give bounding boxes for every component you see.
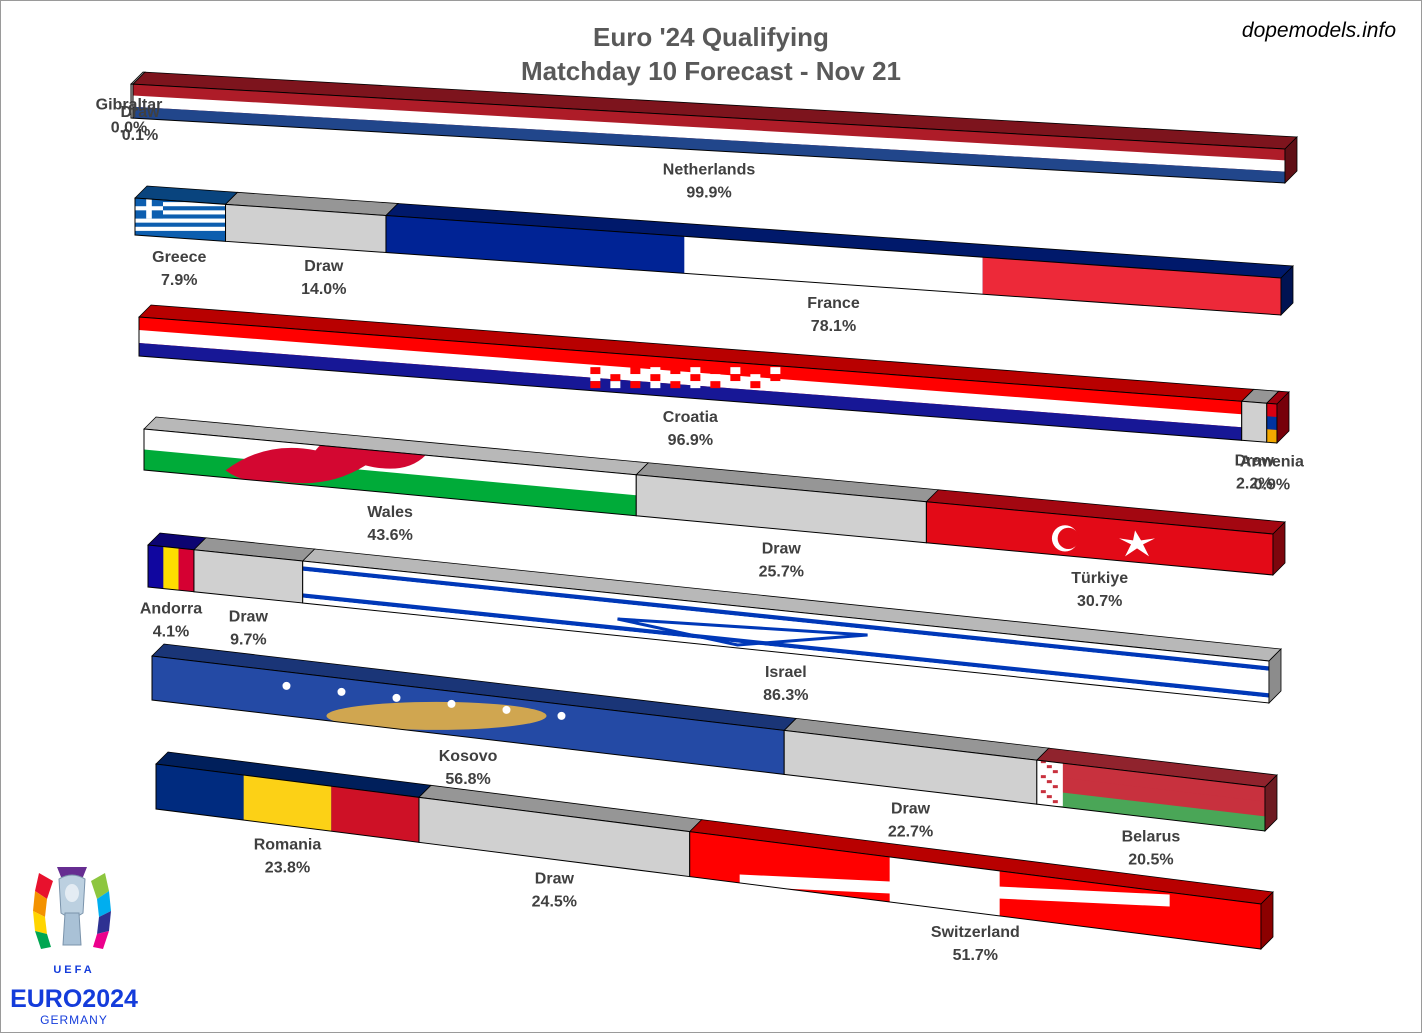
draw-label: Draw [891,800,931,817]
draw-segment [418,784,703,878]
logo-word: EURO2024 [10,985,138,1013]
away-pct-label: 20.5% [1128,852,1173,869]
home-team-label: Greece [152,249,206,266]
labels-layer: Gibraltar0.0%Draw0.1%Netherlands99.9%Gre… [96,97,1304,964]
match-bar [138,304,1290,444]
home-team-label: Kosovo [439,748,498,765]
home-segment [147,532,207,593]
home-pct-label: 56.8% [445,771,490,788]
home-segment [138,304,1255,441]
away-segment [688,819,1274,950]
home-segment [155,751,432,843]
home-segment [143,416,650,517]
home-team-label: Andorra [140,600,202,617]
home-segment [151,643,798,775]
away-pct-label: 86.3% [763,687,808,704]
match-bar [130,71,1298,184]
draw-pct-label: 22.7% [888,823,933,840]
draw-pct-label: 25.7% [759,563,804,580]
draw-segment [193,537,316,604]
home-pct-label: 4.1% [153,623,189,640]
draw-label: Draw [304,258,344,275]
away-segment [1265,390,1290,444]
away-team-label: Netherlands [663,162,756,179]
draw-label: Draw [229,608,269,625]
away-segment [301,548,1282,704]
home-pct-label: 43.6% [367,527,412,544]
away-pct-label: 30.7% [1077,593,1122,610]
draw-pct-label: 9.7% [230,631,266,648]
home-team-label: Gibraltar [96,97,163,114]
away-segment [1035,747,1278,832]
match-bar [134,185,1294,316]
home-team-label: Croatia [663,409,718,426]
away-team-label: Türkiye [1071,570,1128,587]
watermark: dopemodels.info [1242,19,1396,42]
draw-label: Draw [1235,452,1275,469]
chart-subtitle: Matchday 10 Forecast - Nov 21 [521,56,901,86]
chart-title: Euro '24 Qualifying [593,22,829,52]
draw-segment [1240,388,1280,443]
draw-pct-label: 14.0% [301,281,346,298]
match-bar [147,532,1282,704]
away-pct-label: 51.7% [953,947,998,964]
match-bar [151,643,1278,832]
home-pct-label: 7.9% [161,272,197,289]
draw-segment [783,717,1050,805]
away-team-label: France [807,295,860,312]
bars-layer [130,71,1298,950]
draw-segment [224,191,399,254]
home-segment [134,185,239,242]
logo-country: GERMANY [40,1013,108,1027]
away-pct-label: 78.1% [811,318,856,335]
match-bar [143,416,1286,576]
draw-segment [635,462,940,544]
away-pct-label: 0.9% [1254,477,1290,494]
away-team-label: Switzerland [931,924,1020,941]
draw-label: Draw [535,870,575,887]
logo-org: UEFA [53,964,94,976]
draw-pct-label: 24.5% [532,893,577,910]
euro-2024-trophy-logo: UEFA EURO2024 GERMANY [10,867,138,1027]
trophy-icon [33,867,111,949]
away-team-label: Belarus [1122,829,1181,846]
away-segment [385,203,1294,316]
draw-pct-label: 2.2% [1236,475,1272,492]
away-pct-label: 99.9% [686,185,731,202]
away-segment [925,489,1286,576]
home-pct-label: 23.8% [265,860,310,877]
home-team-label: Romania [254,837,322,854]
away-team-label: Armenia [1240,454,1304,471]
home-pct-label: 0.0% [111,120,147,137]
home-team-label: Wales [367,504,413,521]
draw-label: Draw [762,540,802,557]
match-bar [155,751,1274,950]
away-team-label: Israel [765,664,807,681]
draw-pct-label: 0.1% [122,127,158,144]
home-pct-label: 96.9% [668,432,713,449]
draw-label: Draw [120,104,160,121]
